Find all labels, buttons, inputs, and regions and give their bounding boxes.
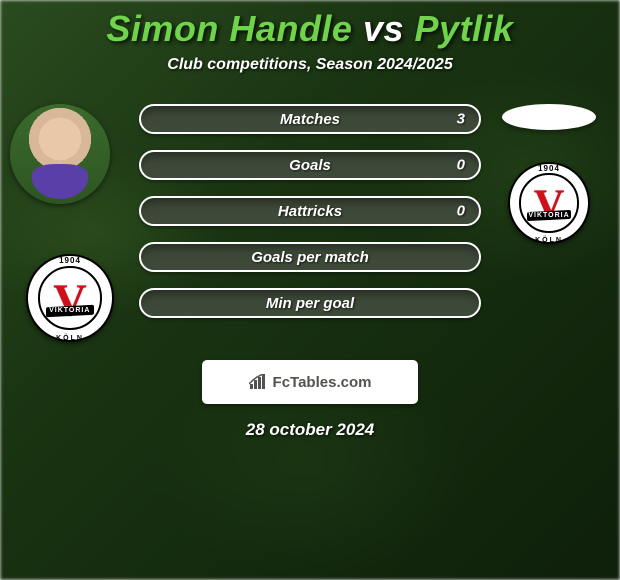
credit-box: FcTables.com: [202, 360, 418, 404]
credit-label: FcTables.com: [273, 374, 372, 391]
stat-label: Goals per match: [251, 249, 369, 266]
player2-name: Pytlik: [415, 8, 514, 49]
badge-city: KÖLN: [26, 335, 114, 342]
content-wrapper: Simon Handle vs Pytlik Club competitions…: [0, 0, 620, 580]
stat-label: Min per goal: [266, 295, 354, 312]
footer-date: 28 october 2024: [0, 420, 620, 440]
stat-label: Goals: [289, 157, 331, 174]
player1-club-badge: 1904 KÖLN V VIKTORIA: [26, 254, 114, 342]
avatar-placeholder-icon: [10, 104, 110, 204]
badge-year: 1904: [26, 256, 114, 265]
badge-year: 1904: [508, 164, 590, 173]
stat-value-right: 0: [457, 157, 465, 174]
player1-name: Simon Handle: [106, 8, 352, 49]
subtitle: Club competitions, Season 2024/2025: [0, 56, 620, 74]
stat-pill: Goals per match: [139, 242, 481, 272]
player2-club-badge: 1904 KÖLN V VIKTORIA: [508, 162, 590, 244]
stat-pill: Goals 0: [139, 150, 481, 180]
bar-chart-icon: [249, 374, 267, 390]
badge-city: KÖLN: [508, 237, 590, 244]
badge-v-icon: V: [53, 277, 86, 323]
badge-name: VIKTORIA: [46, 306, 94, 316]
page-title: Simon Handle vs Pytlik: [0, 8, 620, 50]
vs-text: vs: [363, 8, 404, 49]
stat-label: Matches: [280, 111, 340, 128]
stat-pill: Min per goal: [139, 288, 481, 318]
stat-label: Hattricks: [278, 203, 342, 220]
stat-pill: Matches 3: [139, 104, 481, 134]
stats-area: 1904 KÖLN V VIKTORIA 1904 KÖLN V VIKTORI…: [0, 104, 620, 354]
stat-pill-stack: Matches 3 Goals 0 Hattricks 0 Goals per match M…: [139, 104, 481, 318]
player2-avatar-placeholder: [502, 104, 596, 130]
stat-pill: Hattricks 0: [139, 196, 481, 226]
stat-value-right: 3: [457, 111, 465, 128]
stat-value-right: 0: [457, 203, 465, 220]
player1-avatar: [10, 104, 110, 204]
badge-name: VIKTORIA: [527, 211, 571, 220]
